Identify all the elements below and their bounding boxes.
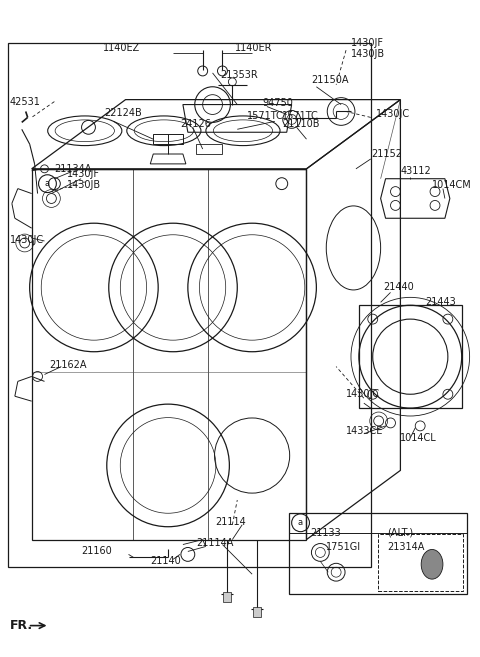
Text: 21353R: 21353R: [220, 70, 258, 80]
Text: 1430JC: 1430JC: [10, 235, 44, 245]
Text: 1140EZ: 1140EZ: [103, 43, 140, 53]
Text: 1430JB: 1430JB: [67, 179, 101, 190]
Text: 94750: 94750: [262, 98, 293, 108]
Text: (ALT.): (ALT.): [387, 528, 414, 537]
Text: 1014CM: 1014CM: [432, 179, 472, 190]
Text: 1014CL: 1014CL: [400, 433, 437, 443]
Text: 1571TC: 1571TC: [247, 112, 284, 122]
Text: 21160: 21160: [81, 547, 112, 556]
Text: 1571TC: 1571TC: [282, 112, 319, 122]
Text: 1430JF: 1430JF: [67, 169, 100, 179]
Text: 1751GI: 1751GI: [326, 541, 361, 551]
Ellipse shape: [421, 549, 443, 579]
Text: 21440: 21440: [384, 283, 414, 292]
Text: 1430JB: 1430JB: [351, 49, 385, 59]
Bar: [8, 43, 371, 567]
Text: 21114: 21114: [216, 517, 246, 527]
Text: 21134A: 21134A: [54, 164, 92, 174]
Text: 21152: 21152: [371, 149, 402, 159]
Bar: [359, 306, 462, 408]
Text: 21443: 21443: [425, 298, 456, 307]
Text: 22124B: 22124B: [104, 108, 142, 118]
Text: 21133: 21133: [311, 528, 341, 537]
Text: 21162A: 21162A: [49, 359, 87, 370]
Text: 24126: 24126: [180, 120, 211, 129]
Text: 43112: 43112: [400, 166, 431, 176]
Text: 1430JC: 1430JC: [376, 110, 410, 120]
Text: 21114A: 21114A: [196, 537, 233, 547]
Text: a: a: [298, 518, 303, 528]
Text: 42531: 42531: [10, 97, 41, 106]
Bar: [288, 513, 467, 594]
Text: 1433CE: 1433CE: [346, 426, 384, 436]
Bar: [223, 592, 231, 602]
Text: 1430JF: 1430JF: [351, 38, 384, 48]
Text: 1140ER: 1140ER: [235, 43, 273, 53]
Text: a: a: [45, 179, 50, 188]
Text: FR.: FR.: [10, 619, 33, 632]
Text: 21140: 21140: [150, 556, 181, 566]
Bar: [253, 607, 261, 617]
Text: 1430JC: 1430JC: [346, 389, 380, 399]
Text: 21110B: 21110B: [282, 120, 319, 129]
Text: 21150A: 21150A: [312, 75, 349, 85]
Text: 21314A: 21314A: [387, 541, 425, 551]
Bar: [378, 533, 463, 591]
